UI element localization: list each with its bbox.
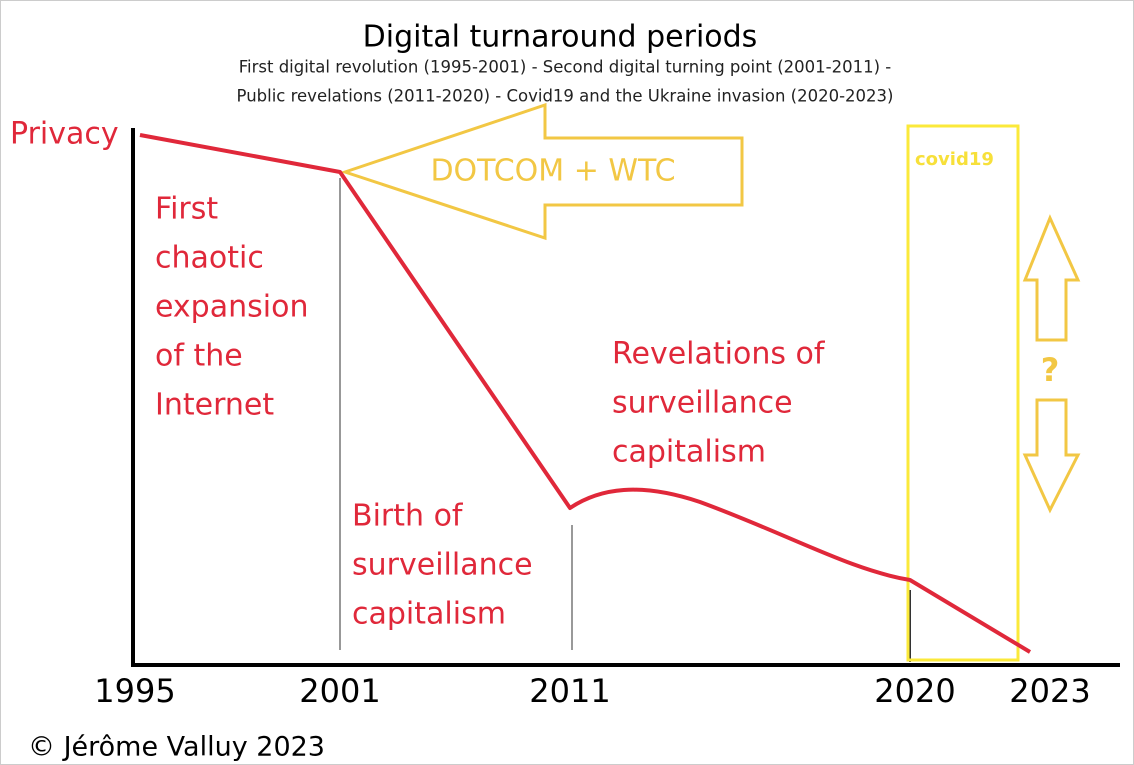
period-label: surveillance: [352, 548, 533, 583]
year-label: 2023: [1009, 672, 1090, 710]
year-label: 2020: [874, 672, 955, 710]
period-label: chaotic: [155, 241, 264, 276]
period-label: Birth of: [352, 499, 464, 534]
period-label: First: [155, 192, 218, 227]
box-label: covid19: [915, 149, 994, 170]
axis-label: Privacy: [10, 117, 119, 152]
period-label: expansion: [155, 290, 308, 325]
title: Digital turnaround periods: [363, 20, 758, 55]
question: ?: [1041, 351, 1060, 389]
year-label: 1995: [94, 672, 175, 710]
year-labels: 1995 2001 2011 2020 2023: [94, 672, 1090, 710]
period-label: Revelations of: [612, 337, 826, 372]
period-label: Internet: [155, 388, 274, 423]
year-label: 2011: [529, 672, 610, 710]
period-label: capitalism: [352, 597, 506, 632]
period-labels: First chaotic expansion of the Internet Birth…: [155, 192, 826, 632]
period-label: of the: [155, 339, 243, 374]
arrow-down: [1022, 398, 1081, 514]
subtitle: First digital revolution (1995-2001) - S…: [239, 58, 892, 77]
period-label: capitalism: [612, 435, 766, 470]
arrow-up: [1022, 214, 1081, 342]
privacy-curve: [139, 133, 1032, 654]
arrow-left: [340, 102, 744, 241]
subtitle: Public revelations (2011-2020) - Covid19…: [237, 87, 894, 106]
copyright: © Jérôme Valluy 2023: [28, 732, 325, 763]
covid-box: [906, 124, 1020, 662]
year-label: 2001: [299, 672, 380, 710]
period-label: surveillance: [612, 386, 793, 421]
event-label: DOTCOM + WTC: [430, 154, 675, 189]
